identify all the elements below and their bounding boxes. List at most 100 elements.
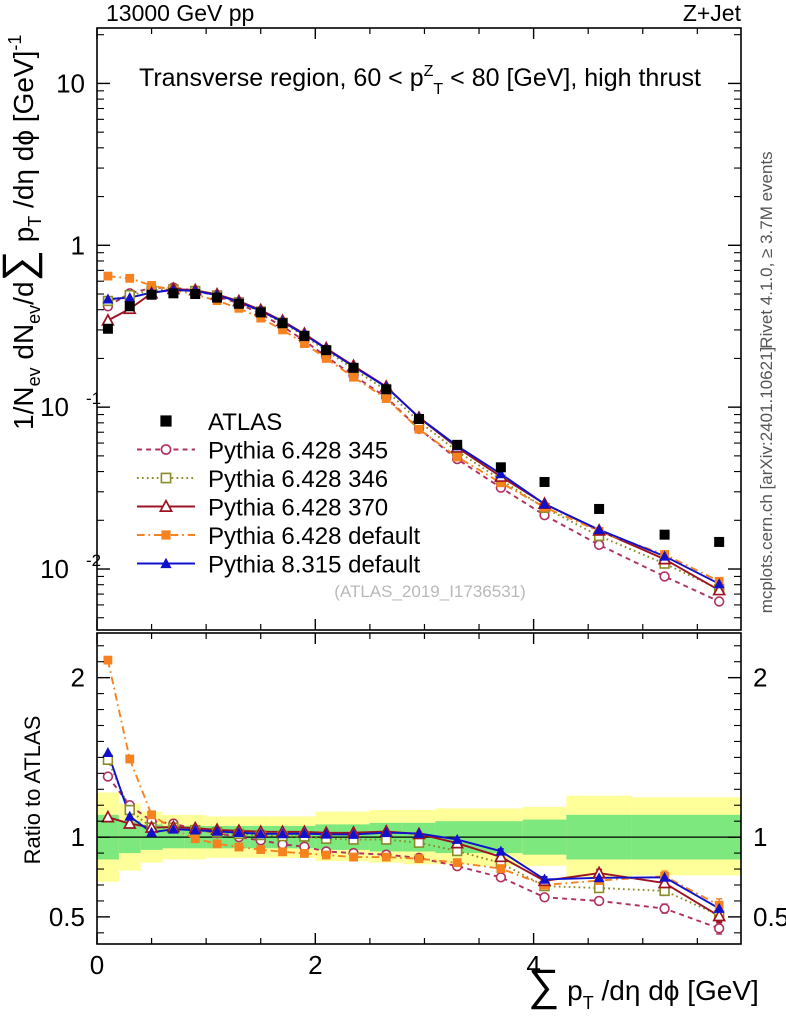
data-marker — [380, 827, 392, 838]
data-marker — [256, 313, 266, 323]
data-marker — [414, 424, 424, 434]
data-marker — [233, 827, 245, 838]
data-marker — [414, 854, 424, 864]
data-marker — [124, 301, 135, 312]
data-marker — [539, 892, 550, 903]
ratio-panel-frame — [96, 632, 742, 945]
data-marker — [255, 307, 266, 318]
data-marker — [452, 452, 462, 462]
data-marker — [349, 852, 358, 862]
y-ratio-tick-label: 1 — [71, 822, 85, 852]
data-marker — [452, 858, 462, 868]
y-ratio-tick-label-right: 1 — [753, 822, 767, 852]
data-marker — [381, 394, 391, 403]
data-marker — [593, 872, 605, 883]
y-axis-label-ratio: Ratio to ATLAS — [20, 716, 45, 865]
data-marker — [495, 468, 507, 479]
data-marker — [277, 318, 288, 329]
data-marker — [124, 810, 136, 821]
data-marker — [212, 292, 223, 303]
data-marker — [659, 529, 670, 540]
data-marker — [321, 850, 331, 860]
data-marker — [349, 372, 358, 382]
data-marker — [659, 871, 670, 882]
y-axis-label-main: 1/Nev dNev/d∑ pT /dη dϕ [GeV]-1 — [0, 35, 45, 430]
data-marker — [124, 292, 136, 303]
data-marker — [659, 550, 670, 561]
data-marker — [496, 478, 506, 488]
legend-label: ATLAS — [208, 409, 282, 436]
data-marker — [211, 825, 223, 836]
data-marker — [146, 289, 157, 300]
data-marker — [160, 472, 172, 484]
data-marker — [321, 354, 331, 363]
data-marker — [122, 816, 137, 829]
data-marker — [278, 325, 287, 335]
data-marker — [146, 826, 157, 837]
data-marker — [495, 845, 507, 856]
y-ratio-tick-label-right: 2 — [753, 663, 767, 693]
data-marker — [494, 849, 508, 863]
watermark-text: (ATLAS_2019_I1736531) — [334, 582, 526, 601]
data-marker — [381, 852, 391, 862]
data-marker — [451, 833, 463, 844]
rivet-version-label: Rivet 4.1.0, ≥ 3.7M events — [757, 151, 776, 348]
main-panel-frame — [96, 27, 742, 631]
data-marker — [713, 578, 725, 589]
data-marker — [593, 882, 605, 894]
data-marker — [593, 539, 605, 551]
y-tick-label: 10 — [40, 554, 69, 584]
data-marker — [299, 339, 309, 348]
data-marker — [452, 439, 463, 450]
data-marker — [277, 828, 288, 839]
data-marker — [593, 524, 605, 535]
data-marker — [103, 271, 113, 281]
data-marker — [278, 847, 287, 857]
data-marker — [102, 323, 113, 334]
data-marker — [539, 498, 550, 509]
x-axis-label: ∑ pT /dη dϕ [GeV] — [528, 961, 759, 1013]
plot-title: Transverse region, 60 < pZT < 80 [GeV], … — [139, 63, 701, 98]
data-marker — [299, 331, 310, 342]
data-marker — [190, 834, 200, 844]
legend-label: Pythia 6.428 default — [208, 523, 420, 550]
x-tick-label: 2 — [308, 950, 322, 980]
y-tick-label: 10 — [56, 68, 85, 98]
data-marker — [539, 873, 550, 884]
data-marker — [160, 557, 172, 569]
mcplots-reference-label: mcplots.cern.ch [arXiv:2401.10621] — [757, 347, 776, 613]
y-tick-label: 10 — [40, 392, 69, 422]
data-marker — [299, 849, 309, 858]
data-marker — [713, 902, 725, 913]
data-marker — [298, 828, 310, 839]
data-marker — [713, 596, 725, 607]
y-tick-exponent: -2 — [86, 551, 101, 570]
data-marker — [348, 828, 359, 839]
legend-label: Pythia 6.428 370 — [208, 495, 388, 522]
data-marker — [190, 289, 201, 300]
data-marker — [103, 655, 113, 665]
data-marker — [657, 875, 672, 889]
data-marker — [168, 823, 179, 834]
data-marker — [102, 771, 114, 782]
data-marker — [659, 903, 670, 914]
data-marker — [147, 281, 156, 290]
legend-label: Pythia 6.428 345 — [208, 438, 388, 465]
data-marker — [189, 824, 201, 835]
data-marker — [495, 462, 506, 473]
data-marker — [496, 864, 506, 873]
header-beam: 13000 GeV pp — [106, 0, 254, 26]
data-marker — [381, 384, 392, 395]
x-tick-label: 0 — [90, 950, 104, 980]
data-marker — [348, 362, 359, 373]
data-marker — [212, 839, 222, 849]
data-marker — [147, 810, 156, 820]
data-marker — [256, 845, 266, 854]
data-marker — [413, 837, 425, 848]
x-tick-label: 4 — [526, 950, 540, 980]
data-marker — [101, 313, 115, 326]
data-marker — [102, 747, 114, 758]
data-marker — [414, 413, 424, 424]
